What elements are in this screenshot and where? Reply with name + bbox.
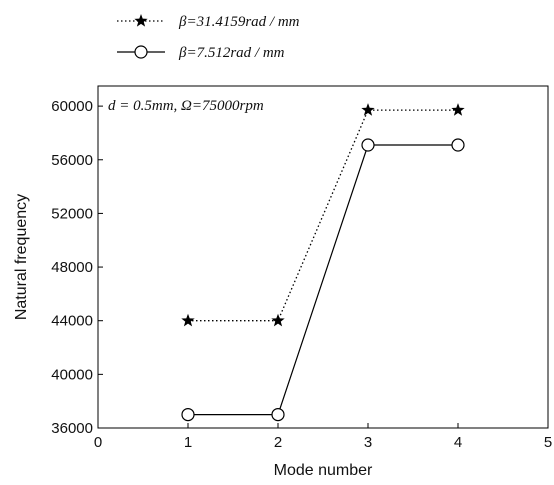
y-tick-label: 44000 — [51, 313, 93, 330]
legend-label: β=31.4159rad / mm — [178, 14, 300, 30]
data-point — [361, 138, 375, 152]
y-tick-label: 52000 — [51, 205, 93, 222]
x-tick-label: 0 — [94, 434, 102, 451]
y-tick-label: 48000 — [51, 259, 93, 276]
plot-area-frame — [97, 85, 549, 429]
legend-marker — [134, 45, 148, 59]
x-tick-label: 1 — [184, 434, 192, 451]
legend: β=31.4159rad / mm β=7.512rad / mm — [117, 14, 300, 61]
y-tick-label: 40000 — [51, 366, 93, 383]
x-tick-label: 4 — [454, 434, 462, 451]
plot-annotation: d = 0.5mm, Ω=75000rpm — [108, 98, 264, 114]
y-tick-label: 36000 — [51, 420, 93, 437]
series-line — [188, 144, 458, 416]
axes: 0 1 2 3 4 5 36000 40000 44000 48000 52000 56000 6000… — [51, 98, 552, 451]
legend-marker — [134, 14, 148, 27]
data-point — [361, 103, 375, 116]
data-point — [181, 407, 195, 422]
data-point — [271, 407, 285, 422]
legend-label: β=7.512rad / mm — [178, 45, 285, 61]
series-line — [188, 109, 458, 322]
series-1 — [181, 103, 465, 327]
data-point — [181, 313, 195, 327]
legend-entry: β=31.4159rad / mm — [117, 14, 300, 30]
series-layer — [181, 103, 465, 422]
y-tick-label: 60000 — [51, 98, 93, 115]
x-tick-label: 5 — [544, 434, 552, 451]
y-tick-label: 56000 — [51, 152, 93, 169]
x-tick-label: 2 — [274, 434, 282, 451]
y-axis-title: Natural frequency — [13, 194, 30, 320]
data-point — [451, 103, 465, 116]
data-point — [451, 138, 465, 152]
x-axis-title: Mode number — [274, 462, 373, 479]
x-tick-label: 3 — [364, 434, 372, 451]
legend-entry: β=7.512rad / mm — [117, 45, 285, 61]
series-2 — [181, 138, 465, 422]
data-point — [271, 313, 285, 327]
